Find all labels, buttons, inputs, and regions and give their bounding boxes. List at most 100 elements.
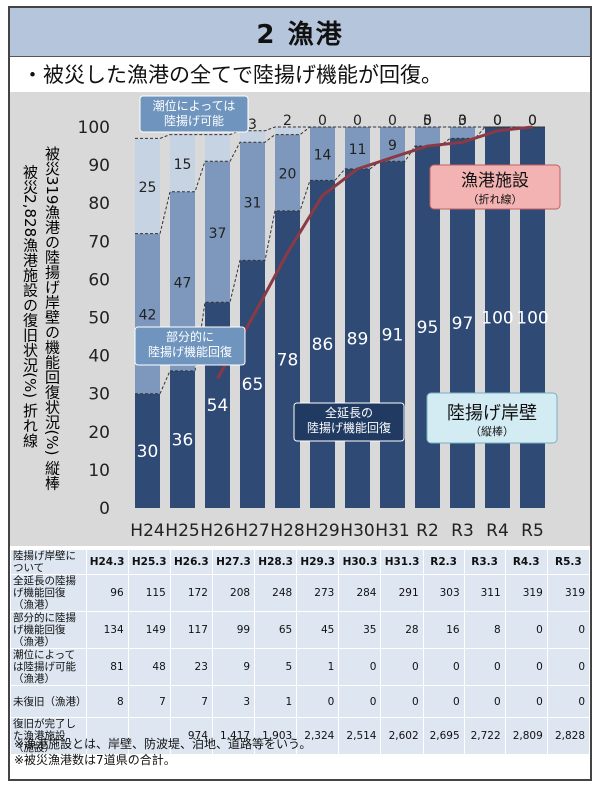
page-subtitle: ・被災した漁港の全てで陸揚げ機能が回復。 [22,63,442,87]
x-tick-label: H30 [340,521,374,541]
table-cell: 2,695 [422,717,465,755]
table-header-cell: H30.3 [338,549,382,575]
table-header-cell: R4.3 [504,549,548,575]
table-cell [85,717,129,755]
y-axis-label-facility: 被災2,828漁港施設の復旧状況(%) 折れ線 [21,164,39,448]
x-tick-label: H24 [130,521,164,541]
data-label: 3 [458,113,467,129]
table-header-cell: H27.3 [211,549,256,575]
data-label: 20 [279,167,297,183]
callout-wharf-title: 陸揚げ岸壁 [447,403,537,424]
data-label: 0 [528,113,537,129]
table-row-label: 全延長の陸揚げ機能回復（漁港） [10,574,87,612]
callout-partial-text: 陸揚げ機能回復 [148,344,232,359]
data-label: 0 [353,113,362,129]
table-cell: 0 [422,648,465,686]
table-row-label: 潮位によっては陸揚げ可能（漁港） [10,648,87,686]
table-cell: 99 [211,611,256,649]
data-label: 31 [244,195,262,211]
table-cell: 319 [504,574,548,612]
table-cell: 208 [211,574,256,612]
table-cell: 35 [338,611,382,649]
bar-segment [450,127,475,139]
y-tick-label: 10 [88,461,110,481]
table-cell: 248 [254,574,298,612]
callout-wharf: 陸揚げ岸壁（縦棒） [426,392,558,444]
x-tick-label: R2 [416,521,439,541]
table-cell: 1,903 [254,717,298,755]
table-cell: 2,324 [296,717,340,755]
callout-partial: 部分的に陸揚げ機能回復 [134,326,246,366]
data-label: 0 [528,113,537,129]
callout-wharf-sub: （縦棒） [470,424,514,438]
table-cell: 2,828 [546,717,591,755]
bar-segment [240,130,265,143]
x-tick-label: H29 [305,521,339,541]
data-label: 3 [248,117,257,133]
table-cell: 0 [463,685,506,718]
data-label: 36 [172,430,194,450]
callout-partial-text: 部分的に [166,329,214,344]
footnote: ※漁港施設とは、岸壁、防波堤、泊地、道路等をいう。 [14,737,312,751]
bar-segment [170,370,195,508]
table-cell: 7 [127,685,171,718]
table-row: 未復旧（漁港） 8 7 7 3 1 0 0 0 0 0 0 0 [10,685,591,718]
x-tick-label: H28 [270,521,304,541]
table-header-cell: H25.3 [127,549,171,575]
table-cell [127,717,171,755]
table-cell: 0 [546,685,591,718]
y-tick-label: 80 [88,194,110,214]
data-label: 95 [417,318,439,338]
data-label: 0 [458,113,467,129]
table-cell: 0 [380,685,424,718]
data-label: 54 [207,396,229,416]
table-cell: 16 [422,611,465,649]
bar-segment [135,393,160,508]
page-title: 2 漁港 [10,8,590,57]
tide-boundary [135,126,545,139]
table-row-label: 復旧が完了した漁港施設（施設） [10,717,87,755]
table-header-cell: H28.3 [254,549,298,575]
callout-wharf-box [426,392,558,444]
table-cell: 0 [504,685,548,718]
x-tick-label: H25 [165,521,199,541]
table-cell: 172 [169,574,213,612]
table-cell: 1 [296,648,340,686]
callout-full-text: 全延長の [325,405,373,420]
table-row: 部分的に陸揚げ機能回復（漁港） 134 149 117 99 65 45 35 28 16 8 0 0 [10,611,591,649]
data-label: 37 [209,226,227,242]
data-label: 0 [493,113,502,129]
table-cell: 5 [254,648,298,686]
table-cell: 0 [380,648,424,686]
table-row-label: 部分的に陸揚げ機能回復（漁港） [10,611,87,649]
data-label: 11 [349,142,367,158]
data-label: 89 [347,329,369,349]
y-tick-label: 30 [88,385,110,405]
table-cell: 117 [169,611,213,649]
y-tick-label: 90 [88,156,110,176]
table-cell: 28 [380,611,424,649]
bar-segment [240,142,265,261]
data-label: 86 [312,335,334,355]
callout-facility-box [429,164,561,210]
table-cell: 0 [422,685,465,718]
y-tick-label: 100 [78,118,110,138]
bar-segment [205,134,230,162]
table-cell: 0 [546,648,591,686]
table-cell: 48 [127,648,171,686]
y-tick-label: 70 [88,232,110,252]
table-cell: 96 [85,574,129,612]
callout-facility-title: 漁港施設 [461,171,529,191]
footnotes: ※漁港施設とは、岸壁、防波堤、泊地、道路等をいう。 ※被災漁港数は7道県の合計。 [14,736,311,768]
table-cell: 0 [338,648,382,686]
callout-tide-text: 陸揚げ可能 [164,114,224,128]
callout-tide-box [139,95,249,133]
footnote: ※被災漁港数は7道県の合計。 [14,753,176,767]
table-cell: 319 [546,574,591,612]
bar-segment [275,210,300,508]
callout-partial-box [134,326,246,366]
table-cell: 7 [169,685,213,718]
table-header-cell: H26.3 [169,549,213,575]
data-label: 2 [283,113,292,129]
table-header-cell: R5.3 [546,549,591,575]
